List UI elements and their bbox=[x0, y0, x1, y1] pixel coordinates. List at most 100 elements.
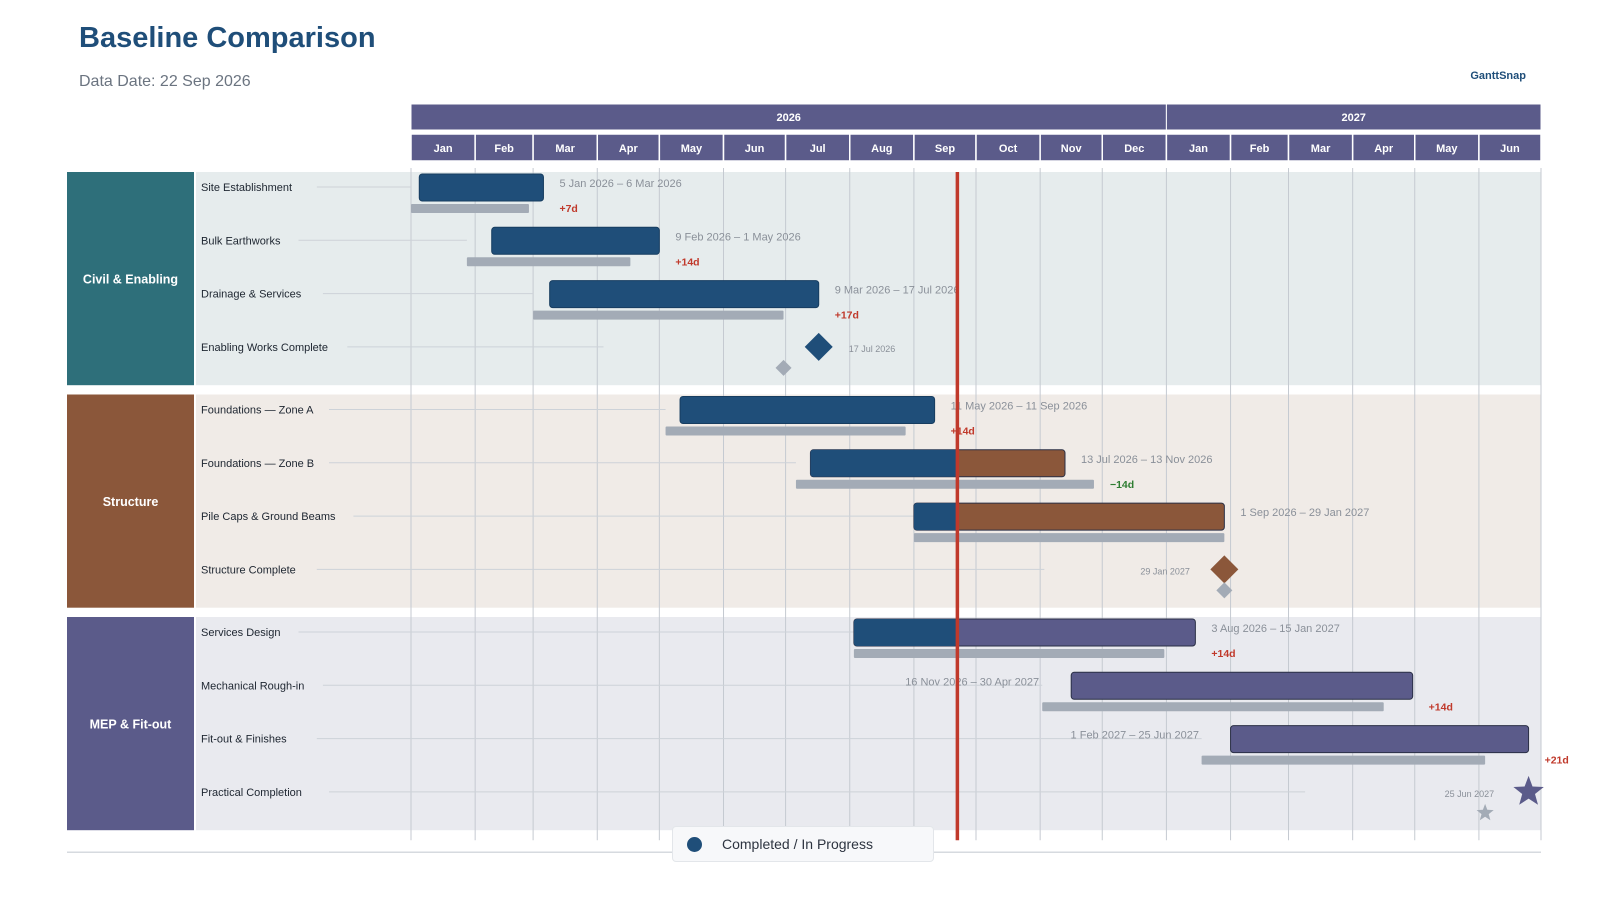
variance-label: +14d bbox=[675, 256, 699, 268]
date-label: 13 Jul 2026 – 13 Nov 2026 bbox=[1081, 454, 1213, 466]
task-bar bbox=[1070, 671, 1414, 700]
month-label: Jan bbox=[434, 143, 453, 155]
task-bar bbox=[491, 226, 660, 255]
month-header bbox=[1414, 133, 1480, 162]
date-label: 5 Jan 2026 – 6 Mar 2026 bbox=[559, 178, 681, 190]
legend-progress-swatch bbox=[687, 836, 702, 852]
legend: Completed / In Progress bbox=[672, 826, 934, 862]
page-title: Baseline Comparison bbox=[79, 22, 376, 54]
baseline-bar bbox=[411, 204, 529, 213]
month-header bbox=[1101, 133, 1168, 162]
baseline-bar bbox=[665, 426, 906, 436]
task-label: Pile Caps & Ground Beams bbox=[201, 511, 336, 523]
task-progress bbox=[810, 449, 958, 477]
month-label: Apr bbox=[1374, 143, 1394, 155]
date-label: 1 Sep 2026 – 29 Jan 2027 bbox=[1240, 507, 1369, 519]
variance-label: +14d bbox=[951, 426, 975, 438]
month-label: Jun bbox=[745, 143, 765, 155]
month-header bbox=[1229, 133, 1290, 162]
year-label: 2027 bbox=[1341, 112, 1365, 124]
task-label: Drainage & Services bbox=[201, 289, 302, 301]
group-label: Structure bbox=[103, 495, 159, 509]
month-label: Mar bbox=[555, 143, 575, 155]
task-progress bbox=[913, 503, 958, 531]
month-header bbox=[784, 133, 851, 162]
task-progress bbox=[853, 619, 958, 646]
group-band bbox=[196, 617, 1541, 831]
baseline-bar bbox=[1042, 702, 1384, 712]
month-label: Aug bbox=[871, 143, 892, 155]
task-label: Foundations — Zone A bbox=[201, 405, 314, 417]
month-label: Apr bbox=[619, 143, 639, 155]
task-label: Fit-out & Finishes bbox=[201, 734, 287, 746]
month-label: Feb bbox=[494, 143, 514, 155]
task-label: Bulk Earthworks bbox=[201, 235, 281, 247]
legend-label: Completed / In Progress bbox=[722, 836, 873, 852]
task-bar bbox=[418, 173, 544, 202]
task-label: Practical Completion bbox=[201, 787, 302, 799]
task-label: Enabling Works Complete bbox=[201, 342, 328, 354]
group-band bbox=[196, 394, 1541, 608]
month-header bbox=[1165, 133, 1232, 162]
year-header bbox=[410, 103, 1167, 131]
date-label: 1 Feb 2027 – 25 Jun 2027 bbox=[1071, 730, 1199, 742]
task-label: Services Design bbox=[201, 627, 280, 639]
baseline-milestone-marker bbox=[775, 359, 792, 376]
month-label: Jul bbox=[810, 143, 826, 155]
milestone-date-label: 25 Jun 2027 bbox=[1445, 789, 1495, 799]
month-label: Sep bbox=[935, 143, 955, 155]
month-label: Nov bbox=[1061, 143, 1083, 155]
month-header bbox=[849, 133, 915, 162]
month-header bbox=[1478, 133, 1542, 162]
month-label: Dec bbox=[1124, 143, 1144, 155]
milestone-date-label: 29 Jan 2027 bbox=[1140, 566, 1190, 576]
baseline-bar bbox=[1201, 755, 1486, 765]
month-header bbox=[913, 133, 977, 162]
month-label: May bbox=[681, 143, 703, 155]
group-box bbox=[67, 394, 194, 608]
finish-star-marker bbox=[1513, 775, 1544, 805]
month-label: Oct bbox=[999, 143, 1018, 155]
month-header bbox=[532, 133, 599, 162]
month-label: Jun bbox=[1500, 143, 1520, 155]
month-label: Jan bbox=[1189, 143, 1208, 155]
month-header bbox=[1039, 133, 1103, 162]
date-label: 16 Nov 2026 – 30 Apr 2027 bbox=[905, 676, 1039, 688]
variance-label: +21d bbox=[1545, 755, 1569, 767]
month-header bbox=[658, 133, 725, 162]
month-header bbox=[722, 133, 787, 162]
month-label: Feb bbox=[1250, 143, 1270, 155]
baseline-bar bbox=[795, 479, 1094, 489]
task-bar bbox=[679, 396, 936, 424]
task-bar bbox=[1230, 725, 1530, 754]
task-label: Mechanical Rough-in bbox=[201, 680, 304, 692]
data-date-subtitle: Data Date: 22 Sep 2026 bbox=[79, 73, 251, 90]
month-header bbox=[410, 133, 476, 162]
date-label: 9 Mar 2026 – 17 Jul 2026 bbox=[835, 285, 960, 297]
baseline-bar bbox=[533, 310, 784, 320]
task-bar bbox=[913, 502, 1225, 531]
month-label: Mar bbox=[1311, 143, 1331, 155]
month-header bbox=[596, 133, 661, 162]
baseline-star-marker bbox=[1476, 803, 1494, 821]
variance-label: +7d bbox=[559, 203, 577, 215]
date-label: 3 Aug 2026 – 15 Jan 2027 bbox=[1211, 623, 1339, 635]
variance-label: +17d bbox=[835, 310, 859, 322]
group-label: Civil & Enabling bbox=[83, 273, 178, 287]
baseline-bar bbox=[466, 257, 631, 267]
milestone-marker bbox=[1210, 555, 1239, 584]
variance-label: +14d bbox=[1211, 648, 1235, 660]
year-label: 2026 bbox=[776, 112, 800, 124]
variance-label: +14d bbox=[1429, 701, 1453, 713]
task-label: Structure Complete bbox=[201, 564, 296, 576]
year-header bbox=[1165, 103, 1542, 131]
brand-logo: GanttSnap bbox=[1470, 70, 1526, 82]
month-label: May bbox=[1436, 143, 1458, 155]
variance-label: −14d bbox=[1110, 479, 1134, 491]
milestone-marker bbox=[804, 332, 833, 361]
task-bar bbox=[549, 280, 820, 309]
date-label: 11 May 2026 – 11 Sep 2026 bbox=[951, 401, 1088, 413]
milestone-date-label: 17 Jul 2026 bbox=[849, 344, 896, 354]
group-label: MEP & Fit-out bbox=[90, 718, 173, 732]
group-box bbox=[67, 617, 194, 831]
